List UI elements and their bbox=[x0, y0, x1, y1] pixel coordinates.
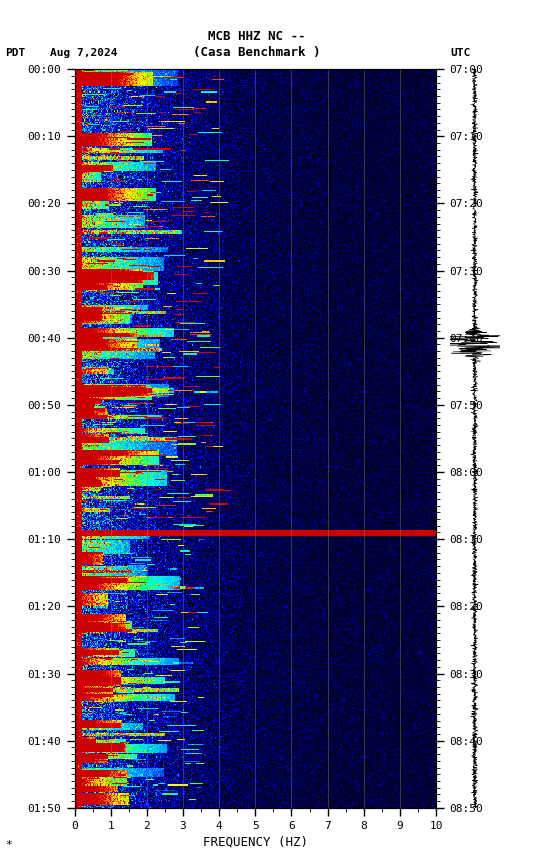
Text: Aug 7,2024: Aug 7,2024 bbox=[50, 48, 117, 58]
Text: MCB HHZ NC --: MCB HHZ NC -- bbox=[208, 30, 305, 43]
Text: UTC: UTC bbox=[450, 48, 470, 58]
Text: *: * bbox=[6, 841, 12, 850]
Text: PDT: PDT bbox=[6, 48, 26, 58]
X-axis label: FREQUENCY (HZ): FREQUENCY (HZ) bbox=[203, 835, 308, 848]
Text: (Casa Benchmark ): (Casa Benchmark ) bbox=[193, 46, 320, 59]
